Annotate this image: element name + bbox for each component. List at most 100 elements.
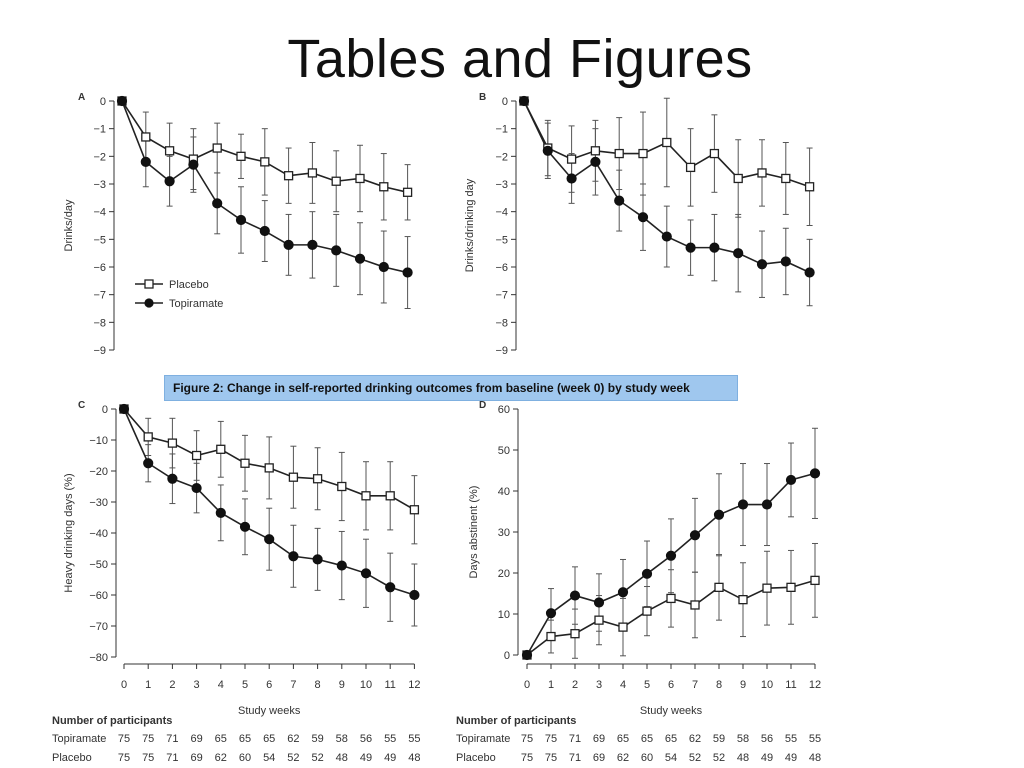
x-tick-label: 7	[692, 679, 698, 691]
participants-count: 52	[713, 752, 725, 764]
point-placebo	[361, 491, 371, 501]
point-placebo	[614, 148, 624, 159]
participants-count: 49	[360, 752, 372, 764]
x-tick-label: 9	[740, 679, 746, 691]
point-topiramate	[259, 225, 270, 237]
point-placebo	[240, 458, 250, 468]
point-topiramate	[689, 530, 701, 541]
point-topiramate	[809, 468, 821, 479]
participants-table: Number of participants Topiramate 75 75 71 69…	[456, 715, 821, 764]
participants-count: 71	[569, 752, 581, 764]
y-tick-label: 40	[498, 486, 510, 498]
participants-count: 65	[665, 733, 677, 745]
point-topiramate	[761, 499, 773, 510]
x-tick-label: 6	[668, 679, 674, 691]
participants-count: 48	[408, 752, 420, 764]
y-axis-label: Drinks/drinking day	[464, 178, 476, 272]
participants-count: 71	[166, 733, 178, 745]
point-topiramate	[617, 587, 629, 598]
point-topiramate	[212, 198, 223, 209]
x-tick-label: 10	[360, 679, 372, 691]
point-topiramate	[167, 473, 178, 484]
point-topiramate	[590, 156, 601, 167]
participants-count: 60	[641, 752, 653, 764]
x-tick-label: 10	[761, 679, 773, 691]
panel-letter: A	[78, 92, 85, 103]
point-topiramate	[785, 474, 797, 486]
point-topiramate	[665, 550, 677, 561]
chart-legend: Placebo Topiramate	[135, 279, 223, 310]
x-tick-label: 12	[809, 679, 821, 691]
point-placebo	[355, 173, 365, 184]
y-tick-label: −60	[89, 590, 108, 602]
participants-count: 59	[311, 733, 323, 745]
y-tick-label: −8	[495, 317, 508, 329]
participants-row-label: Placebo	[456, 752, 496, 764]
legend-label: Topiramate	[169, 298, 223, 310]
point-placebo	[757, 168, 767, 178]
participants-count: 69	[190, 752, 202, 764]
x-tick-label: 7	[290, 679, 296, 691]
participants-count: 62	[215, 752, 227, 764]
y-tick-label: −1	[93, 124, 106, 136]
point-placebo	[642, 606, 652, 616]
point-placebo	[733, 173, 743, 184]
participants-count: 62	[287, 733, 299, 745]
y-tick-label: −4	[93, 207, 106, 219]
y-axis-label: Drinks/day	[63, 199, 75, 251]
point-placebo	[307, 168, 318, 178]
point-placebo	[638, 148, 648, 159]
point-placebo	[283, 171, 294, 181]
point-topiramate	[140, 156, 151, 167]
point-topiramate	[804, 267, 815, 278]
point-placebo	[685, 162, 696, 173]
point-topiramate	[235, 214, 247, 226]
point-topiramate	[215, 507, 226, 518]
point-placebo	[570, 629, 580, 639]
legend-marker-topiramate	[144, 298, 154, 308]
participants-count: 69	[593, 733, 605, 745]
participants-heading: Number of participants	[456, 715, 576, 727]
chart-panel-a: A 0 −1 −2 −3 −4 −5 −6 −7 −8 −9 Drinks/day Placebo Top…	[63, 92, 413, 357]
y-tick-label: −6	[495, 262, 508, 274]
y-tick-label: −7	[93, 290, 106, 302]
y-tick-label: −5	[495, 234, 508, 246]
participants-count: 58	[336, 733, 348, 745]
participants-count: 65	[641, 733, 653, 745]
x-tick-label: 0	[524, 679, 530, 691]
point-topiramate	[614, 195, 625, 206]
x-tick-label: 4	[620, 679, 626, 691]
point-placebo	[762, 583, 772, 593]
x-tick-label: 3	[194, 679, 200, 691]
y-tick-label: −9	[93, 345, 106, 357]
participants-count: 75	[142, 752, 154, 764]
point-topiramate	[566, 173, 577, 184]
participants-count: 71	[166, 752, 178, 764]
y-tick-label: −20	[89, 466, 108, 478]
point-placebo	[566, 154, 577, 164]
x-tick-label: 2	[169, 679, 175, 691]
panel-letter: D	[479, 400, 486, 411]
y-tick-label: −70	[89, 621, 108, 633]
participants-count: 62	[617, 752, 629, 764]
point-placebo	[804, 182, 815, 192]
y-tick-label: −3	[93, 179, 106, 191]
participants-count: 49	[785, 752, 797, 764]
x-tick-label: 8	[716, 679, 722, 691]
y-tick-label: 0	[502, 96, 508, 108]
participants-count: 62	[689, 733, 701, 745]
participants-count: 75	[545, 733, 557, 745]
x-tick-label: 1	[145, 679, 151, 691]
point-topiramate	[542, 145, 553, 156]
point-placebo	[260, 157, 270, 167]
point-topiramate	[164, 176, 175, 187]
point-placebo	[781, 173, 791, 184]
participants-count: 75	[142, 733, 154, 745]
point-topiramate	[402, 267, 413, 278]
point-topiramate	[188, 159, 199, 170]
participants-count: 52	[311, 752, 323, 764]
participants-count: 55	[384, 733, 396, 745]
participants-count: 54	[665, 752, 677, 764]
panel-letter: B	[479, 92, 486, 103]
